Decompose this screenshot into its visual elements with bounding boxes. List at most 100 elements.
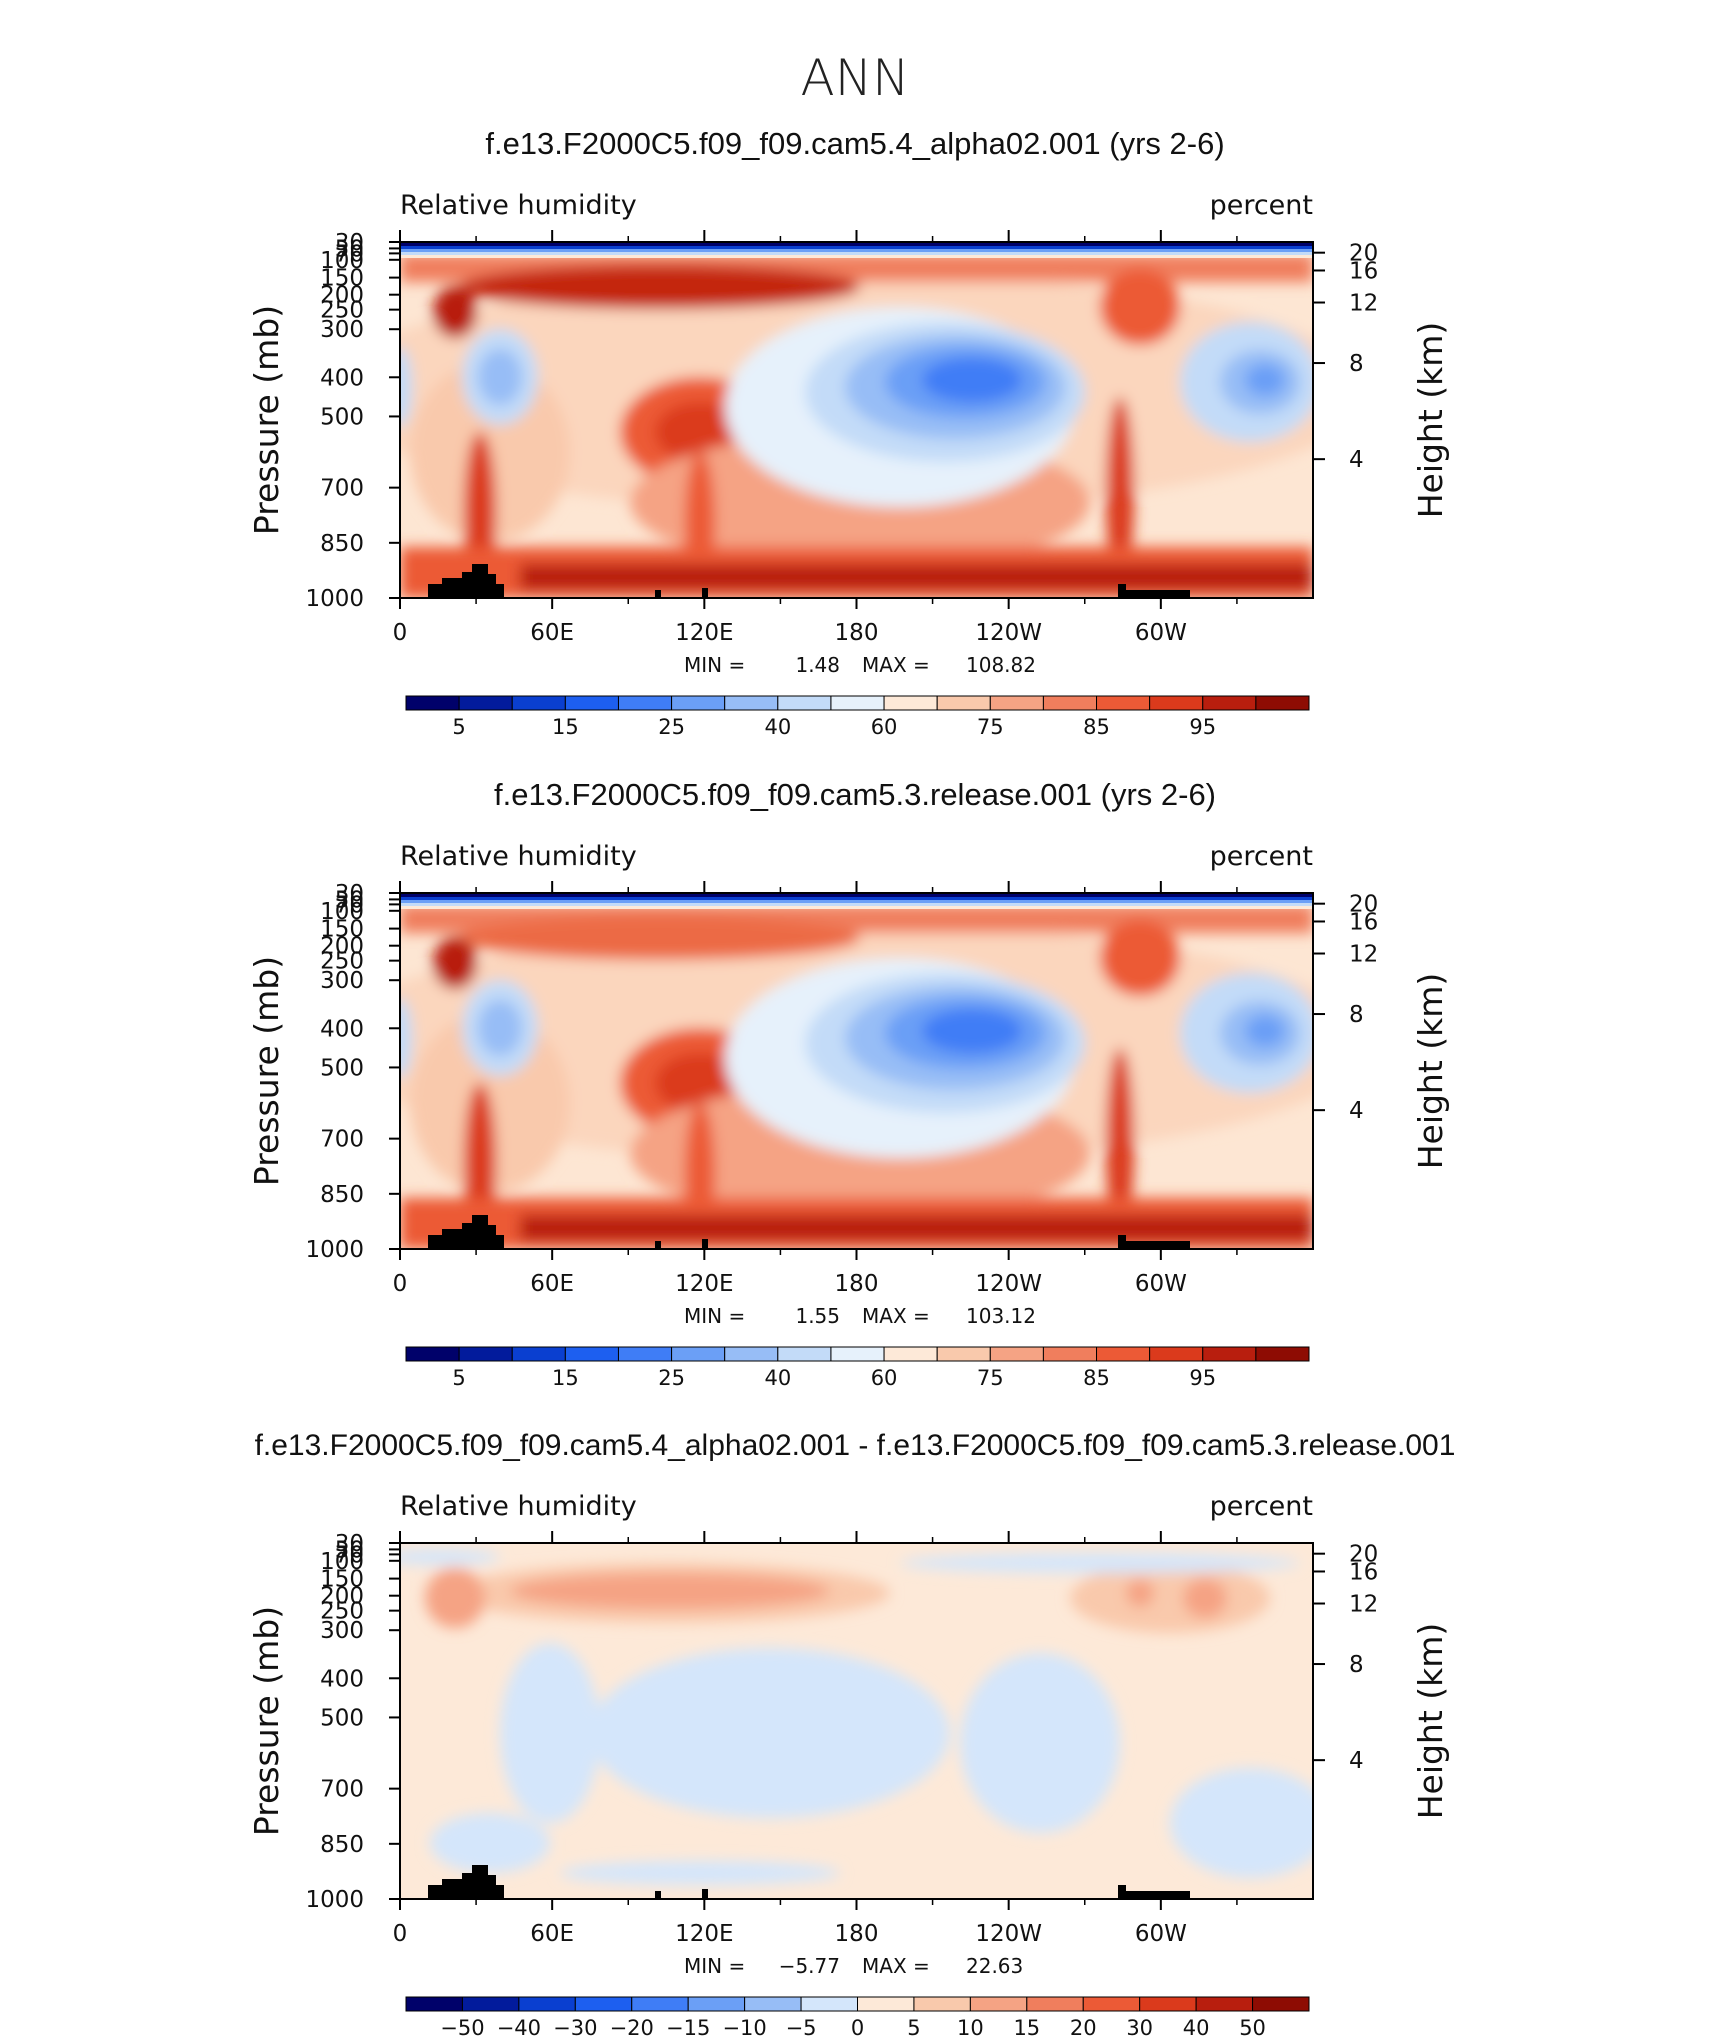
- y-tick-label: 500: [320, 1055, 364, 1081]
- colorbar-label: 0: [851, 2016, 864, 2038]
- x-tick-label: 120E: [675, 1271, 733, 1297]
- y-axis-title: Pressure (mb): [247, 305, 286, 535]
- x-tick-label: 120E: [675, 1921, 733, 1947]
- max-value: 103.12: [966, 1304, 1036, 1328]
- variable-label: Relative humidity: [400, 190, 637, 221]
- colorbar-box: [511, 695, 566, 711]
- max-value: 22.63: [966, 1954, 1023, 1978]
- y-tick-label: 250: [320, 298, 364, 324]
- units-label: percent: [1210, 841, 1313, 872]
- colorbar-label: 10: [957, 2016, 984, 2038]
- panel-title: f.e13.F2000C5.f09_f09.cam5.4_alpha02.001…: [255, 1429, 1456, 1462]
- colorbar-box: [724, 695, 779, 711]
- y-tick-label: 500: [320, 1705, 364, 1731]
- colorbar: 5 15 25 40 60 75 85 95: [405, 695, 1310, 739]
- x-tick-label: 180: [835, 620, 879, 646]
- y-tick-label: 150: [320, 1567, 364, 1593]
- y-tick-label: 30: [335, 230, 364, 256]
- x-tick-label: 0: [393, 620, 408, 646]
- variable-label: Relative humidity: [400, 841, 637, 872]
- colorbar-box: [989, 1346, 1044, 1362]
- x-tick-label: 120W: [975, 620, 1042, 646]
- y-tick-label: 400: [320, 1016, 364, 1042]
- topography: [428, 1215, 1190, 1249]
- colorbar-box: [1139, 1996, 1197, 2012]
- x-tick-label: 0: [393, 1921, 408, 1947]
- colorbar-box: [830, 695, 885, 711]
- y-tick-label: 850: [320, 1182, 364, 1208]
- colorbar-box: [1252, 1996, 1310, 2012]
- panel-difference: f.e13.F2000C5.f09_f09.cam5.4_alpha02.001…: [247, 1429, 1455, 2038]
- y-right-tick-label: 8: [1349, 1652, 1364, 1678]
- colorbar: 5 15 25 40 60 75 85 95: [405, 1346, 1310, 1390]
- y-tick-label: 1000: [305, 1237, 364, 1263]
- y-tick-label: 300: [320, 317, 364, 343]
- contour-field: [400, 1543, 1313, 1899]
- colorbar-label: −40: [497, 2016, 541, 2038]
- y-right-axis-title: Height (km): [1411, 973, 1450, 1170]
- colorbar-box: [1042, 695, 1098, 711]
- colorbar: −50 −40 −30 −20 −15 −10 −5 0 5 10 15 20 30 40 50: [405, 1996, 1310, 2038]
- units-label: percent: [1210, 1491, 1313, 1522]
- colorbar-box: [617, 695, 673, 711]
- contour-field: [400, 242, 1313, 598]
- x-tick-label: 60W: [1135, 620, 1187, 646]
- colorbar-label: 40: [764, 715, 791, 739]
- colorbar-box: [1096, 1346, 1151, 1362]
- figure-title: ANN: [800, 49, 909, 107]
- colorbar-box: [564, 695, 619, 711]
- colorbar-box: [883, 695, 938, 711]
- colorbar-label: 5: [452, 715, 465, 739]
- colorbar-box: [1202, 695, 1257, 711]
- colorbar-box: [744, 1996, 802, 2012]
- y-right-tick-label: 16: [1349, 909, 1378, 935]
- colorbar-box: [405, 695, 460, 711]
- colorbar-box: [574, 1996, 633, 2012]
- contour-field: [400, 893, 1313, 1249]
- panel-title: f.e13.F2000C5.f09_f09.cam5.4_alpha02.001…: [485, 126, 1224, 161]
- panel-title: f.e13.F2000C5.f09_f09.cam5.3.release.001…: [494, 777, 1216, 812]
- y-right-tick-label: 20: [1349, 892, 1378, 918]
- y-tick-label: 300: [320, 968, 364, 994]
- min-value: 1.48: [795, 653, 840, 677]
- colorbar-box: [913, 1996, 971, 2012]
- colorbar-label: 15: [552, 1366, 579, 1390]
- colorbar-box: [830, 1346, 885, 1362]
- y-tick-label: 250: [320, 1599, 364, 1625]
- y-tick-label: 850: [320, 1832, 364, 1858]
- colorbar-box: [857, 1996, 915, 2012]
- colorbar-label: 25: [658, 715, 685, 739]
- y-tick-label: 150: [320, 266, 364, 292]
- colorbar-box: [724, 1346, 779, 1362]
- y-right-tick-label: 4: [1349, 1748, 1364, 1774]
- y-axis-title: Pressure (mb): [247, 956, 286, 1186]
- colorbar-box: [617, 1346, 673, 1362]
- colorbar-label: 20: [1070, 2016, 1097, 2038]
- colorbar-label: 5: [452, 1366, 465, 1390]
- variable-label: Relative humidity: [400, 1491, 637, 1522]
- y-tick-label: 700: [320, 476, 364, 502]
- colorbar-label: −10: [722, 2016, 766, 2038]
- y-tick-label: 400: [320, 365, 364, 391]
- y-tick-label: 250: [320, 949, 364, 975]
- colorbar-box: [800, 1996, 858, 2012]
- colorbar-label: 75: [977, 715, 1004, 739]
- colorbar-label: 30: [1126, 2016, 1153, 2038]
- min-value: −5.77: [779, 1954, 840, 1978]
- colorbar-box: [1096, 695, 1151, 711]
- y-right-axis-title: Height (km): [1411, 1623, 1450, 1820]
- y-tick-label: 70: [335, 1542, 364, 1568]
- colorbar-box: [936, 1346, 991, 1362]
- colorbar-box: [671, 1346, 726, 1362]
- y-tick-label: 1000: [305, 1887, 364, 1913]
- colorbar-label: 85: [1083, 715, 1110, 739]
- y-right-tick-label: 12: [1349, 291, 1378, 317]
- colorbar-label: 40: [764, 1366, 791, 1390]
- colorbar-box: [1255, 1346, 1310, 1362]
- colorbar-label: 5: [907, 2016, 920, 2038]
- colorbar-box: [631, 1996, 689, 2012]
- colorbar-box: [458, 695, 513, 711]
- x-tick-label: 0: [393, 1271, 408, 1297]
- y-right-tick-label: 8: [1349, 1002, 1364, 1028]
